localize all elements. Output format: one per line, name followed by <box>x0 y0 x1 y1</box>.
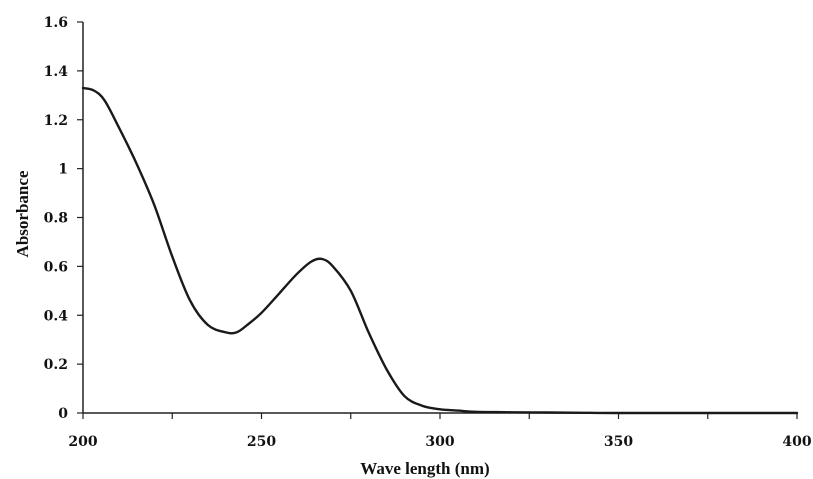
x-tick-label: 250 <box>247 434 276 450</box>
data-point <box>618 412 620 414</box>
x-axis-title: Wave length (nm) <box>360 459 489 478</box>
y-tick-label: 1.4 <box>44 64 69 80</box>
absorbance-series-line <box>81 86 799 415</box>
data-point <box>93 89 95 91</box>
data-point <box>236 331 238 333</box>
y-tick-label: 0.4 <box>44 308 69 324</box>
y-tick-label: 0.2 <box>44 357 68 373</box>
y-tick-label: 1.2 <box>44 113 68 129</box>
y-axis-title: Absorbance <box>13 170 32 257</box>
x-axis-ticks: 200 250 300 350 400 <box>68 413 812 450</box>
y-axis-ticks: 0 0.2 0.4 0.6 0.8 1 1.2 1.4 1.6 <box>44 15 83 422</box>
y-tick-label: 0.8 <box>44 211 68 227</box>
data-point <box>582 412 584 414</box>
x-tick-label: 400 <box>782 434 811 450</box>
x-tick-label: 200 <box>68 434 97 450</box>
plot-area: 200 250 300 350 400 0 0.2 0.4 0.6 0.8 1 1.2 1.4 1.6 <box>44 15 812 450</box>
data-point <box>475 411 477 413</box>
data-point <box>103 99 105 101</box>
data-point <box>225 331 227 333</box>
data-point <box>153 204 155 206</box>
data-point <box>207 324 209 326</box>
data-point <box>368 331 370 333</box>
y-tick-label: 0 <box>58 406 68 422</box>
data-point <box>457 410 459 412</box>
y-tick-label: 1.6 <box>44 15 68 31</box>
data-point <box>439 408 441 410</box>
series-points <box>82 87 798 414</box>
data-point <box>403 395 405 397</box>
data-point <box>189 300 191 302</box>
x-tick-label: 300 <box>425 434 454 450</box>
data-point <box>261 312 263 314</box>
data-point <box>296 273 298 275</box>
data-point <box>385 368 387 370</box>
data-point <box>278 292 280 294</box>
data-point <box>246 324 248 326</box>
data-point <box>311 261 313 263</box>
data-point <box>171 256 173 258</box>
data-point <box>82 87 84 89</box>
data-point <box>350 290 352 292</box>
x-tick-label: 350 <box>604 434 633 450</box>
data-point <box>421 405 423 407</box>
y-tick-label: 0.6 <box>44 259 68 275</box>
y-tick-label: 1 <box>58 162 68 178</box>
data-point <box>136 163 138 165</box>
data-point <box>546 412 548 414</box>
data-point <box>510 411 512 413</box>
data-point <box>332 265 334 267</box>
data-point <box>118 126 120 128</box>
data-point <box>321 258 323 260</box>
data-point <box>796 412 798 414</box>
